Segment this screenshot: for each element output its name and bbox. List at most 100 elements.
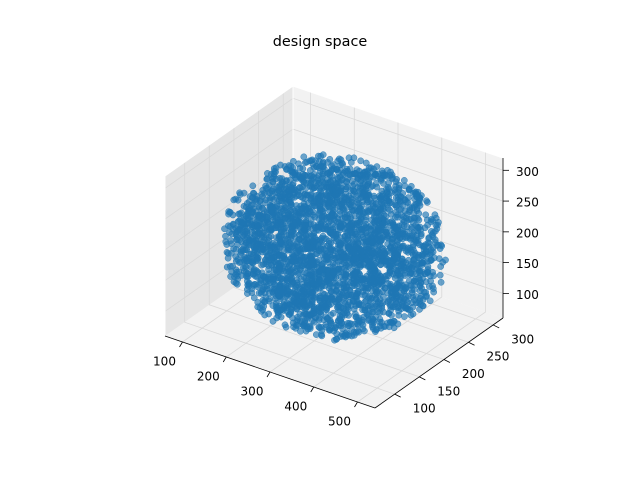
scatter-point (331, 191, 339, 199)
scatter-point (252, 236, 260, 244)
scatter-point (237, 238, 245, 245)
scatter-point (361, 224, 369, 232)
scatter-point (329, 259, 337, 267)
scatter-point (343, 329, 350, 336)
scatter-point (289, 279, 297, 286)
scatter-point (368, 308, 376, 316)
scatter-point (369, 315, 377, 323)
scatter-point (254, 254, 262, 262)
y-grid-line (184, 162, 395, 395)
scatter-point (419, 251, 427, 258)
y-tick (468, 341, 475, 346)
chart-title: design space (272, 34, 368, 50)
scatter-point (331, 185, 339, 193)
scatter-point (337, 156, 345, 164)
scatter-point (239, 245, 247, 253)
scatter-point (430, 254, 438, 262)
scatter-point (349, 206, 356, 214)
scatter-point (232, 266, 240, 274)
z-tick-label: 200 (516, 226, 539, 240)
scatter-point (406, 277, 413, 285)
scatter-point (374, 243, 382, 250)
scatter-point (412, 275, 420, 283)
scatter-point (355, 299, 363, 307)
scatter-point (413, 231, 421, 238)
scatter-point (372, 328, 379, 336)
scatter-point (367, 298, 374, 306)
scatter-point (249, 194, 257, 202)
scatter-point (365, 198, 372, 206)
scatter-point (401, 196, 409, 204)
scatter-point (257, 275, 265, 283)
scatter-point (340, 246, 347, 253)
scatter-point (434, 221, 441, 229)
scatter-point (258, 204, 266, 212)
scatter-point (437, 263, 445, 270)
data-points (221, 151, 449, 344)
scatter-point (252, 272, 259, 280)
y-tick-label: 200 (462, 367, 485, 381)
scatter-point (407, 234, 414, 242)
scatter-point (221, 225, 228, 233)
scatter-point (337, 317, 345, 324)
scatter-point (423, 197, 430, 205)
scatter-point (386, 244, 394, 251)
scatter-point (234, 196, 242, 204)
scatter-point (308, 156, 316, 164)
scatter-point (378, 223, 385, 231)
scatter-point (244, 273, 252, 280)
scatter-point (378, 236, 385, 244)
scatter-point (284, 246, 292, 254)
scatter-point (311, 303, 318, 311)
scatter-point (377, 176, 385, 184)
scatter-point (249, 182, 257, 190)
z-tick-label: 250 (516, 196, 539, 210)
scatter-point (308, 183, 316, 191)
scatter-point (235, 210, 243, 218)
scatter-point (350, 187, 358, 195)
scatter-point (403, 210, 411, 218)
scatter-point (354, 175, 362, 183)
scatter-point (287, 260, 294, 267)
scatter-point (417, 226, 425, 234)
scatter-point (323, 306, 330, 314)
scatter-point (389, 174, 396, 181)
scatter-point (300, 178, 307, 186)
scatter-point (278, 275, 286, 282)
scatter-point (372, 180, 380, 187)
scatter-point (400, 218, 408, 225)
scatter-point (275, 252, 283, 260)
scatter-point (244, 214, 252, 222)
scatter-point (404, 244, 412, 252)
y-tick-label: 100 (413, 402, 436, 416)
pane-edge (292, 85, 504, 159)
scatter-point (295, 171, 303, 179)
scatter-point (305, 210, 313, 217)
scatter-point (363, 173, 371, 180)
scatter-point (262, 196, 270, 204)
scatter-point (371, 249, 379, 257)
scatter-point (429, 268, 436, 276)
scatter-point (258, 261, 266, 269)
scatter-point (337, 303, 344, 311)
scatter-point (317, 245, 325, 252)
scatter-point (274, 287, 281, 295)
scatter-point (430, 229, 437, 236)
scatter-point (344, 183, 351, 191)
scatter-point (299, 300, 307, 308)
scatter-point (369, 239, 377, 247)
scatter-point (281, 214, 289, 222)
scatter-point (370, 219, 378, 226)
scatter-point (259, 286, 266, 294)
scatter-point (318, 213, 326, 221)
scatter-point (332, 321, 340, 329)
scatter-point (252, 212, 260, 219)
scatter-point (402, 283, 409, 291)
scatter-point (371, 303, 379, 310)
scatter-point (385, 272, 392, 280)
scatter-point (306, 259, 314, 267)
scatter-point (316, 205, 324, 213)
scatter-point (310, 229, 318, 237)
scatter-point (410, 214, 418, 222)
